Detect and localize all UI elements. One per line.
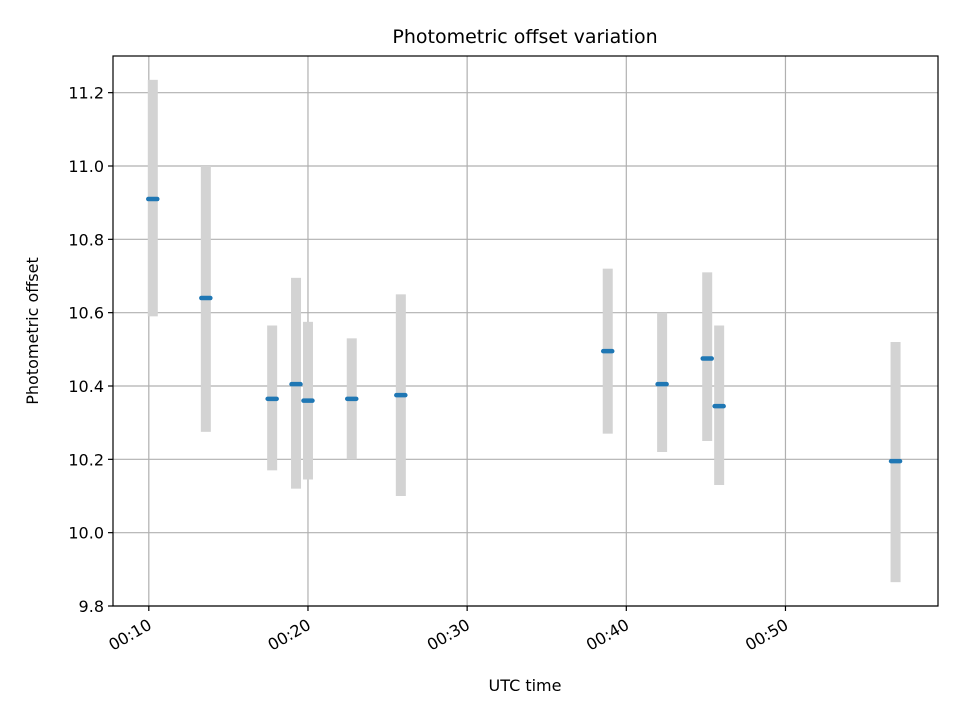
grid [113,56,938,607]
y-axis-title: Photometric offset [23,257,42,405]
markers [146,196,903,464]
y-tick-label: 10.0 [68,524,104,543]
y-tick-label: 10.8 [68,230,104,249]
y-tick-label: 11.2 [68,84,104,103]
y-tick-label: 11.0 [68,157,104,176]
y-tick-label: 9.8 [79,597,104,616]
plot-frame [112,55,939,607]
y-tick-label: 10.6 [68,304,104,323]
y-tick-label: 10.4 [68,377,104,396]
chart-title: Photometric offset variation [392,26,657,48]
y-tick-label: 10.2 [68,450,104,469]
x-axis-title: UTC time [489,676,562,695]
